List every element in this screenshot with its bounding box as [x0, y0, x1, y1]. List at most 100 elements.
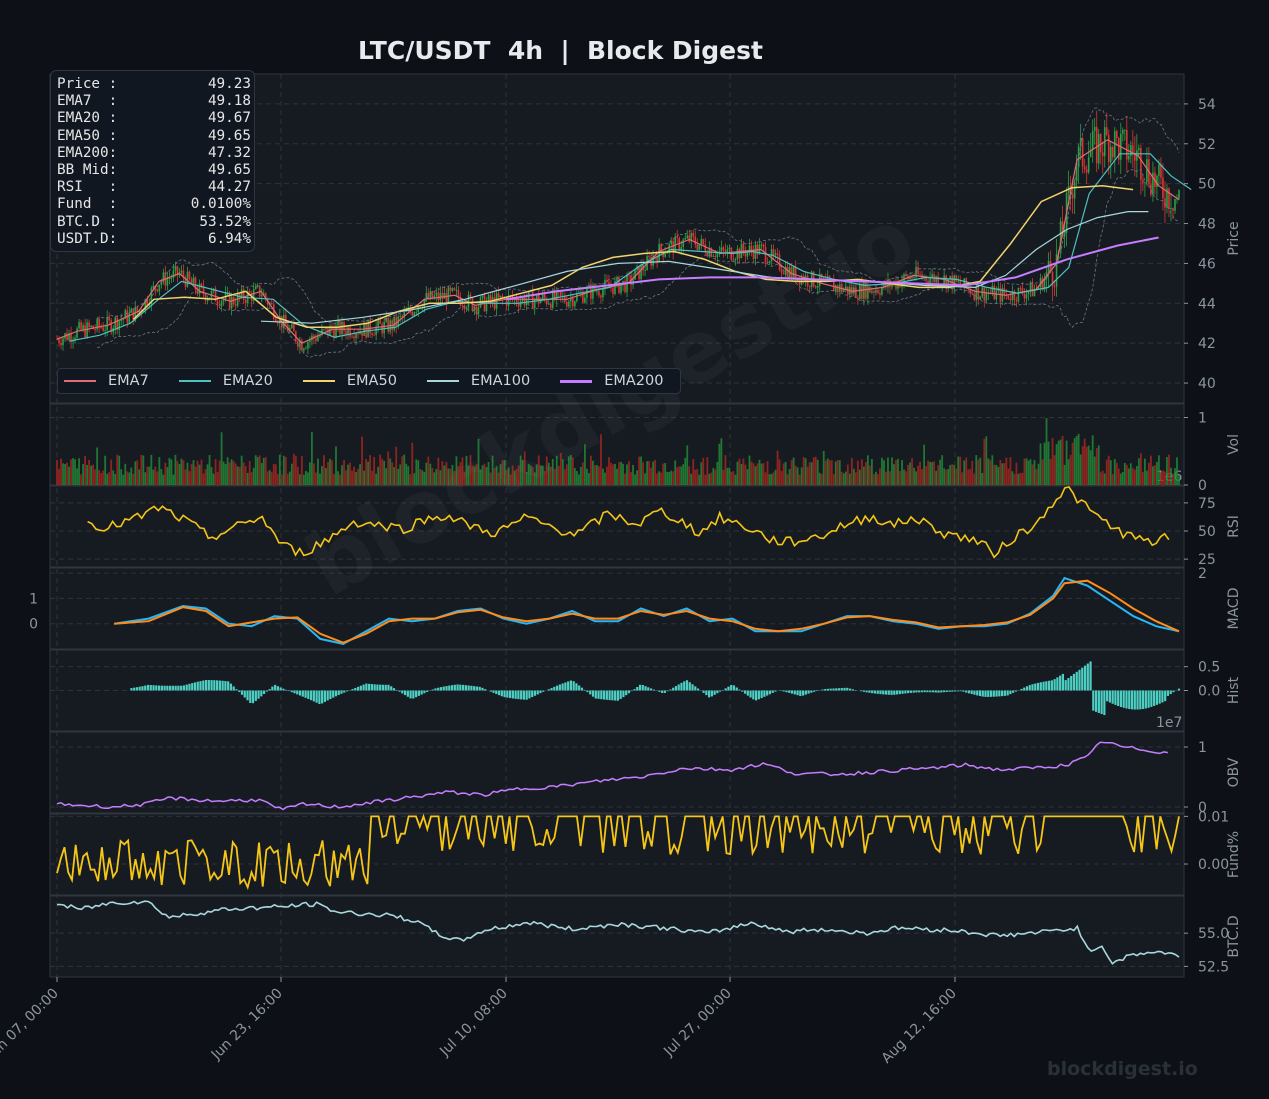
volume-bar — [1136, 466, 1138, 485]
hist-bar — [183, 685, 185, 690]
stat-value: 49.18 — [117, 93, 251, 110]
volume-bar — [205, 469, 207, 485]
volume-bar — [1068, 459, 1070, 485]
hist-bar — [531, 691, 533, 698]
hist-bar — [705, 691, 707, 696]
volume-bar — [686, 445, 688, 485]
candle-body — [703, 239, 705, 244]
volume-bar — [289, 472, 291, 485]
volume-bar — [939, 460, 941, 485]
volume-bar — [154, 467, 156, 485]
volume-bar — [345, 470, 347, 485]
volume-bar — [989, 460, 991, 485]
hist-bar — [136, 687, 138, 690]
stat-label: Price : — [57, 76, 117, 93]
legend-item-ema100[interactable]: EMA100 — [427, 373, 530, 389]
hist-bar — [935, 691, 937, 693]
volume-bar — [315, 472, 317, 485]
volume-bar — [195, 466, 197, 485]
volume-bar — [253, 468, 255, 485]
legend-label: EMA200 — [604, 373, 663, 389]
candle-body — [628, 275, 630, 276]
volume-bar — [355, 472, 357, 485]
volume-bar — [855, 472, 857, 485]
legend-item-ema20[interactable]: EMA20 — [179, 373, 273, 389]
hist-bar — [492, 691, 494, 693]
legend-swatch — [427, 380, 459, 382]
stat-value: 47.32 — [117, 145, 251, 162]
volume-bar — [722, 470, 724, 485]
volume-bar — [219, 461, 221, 485]
hist-bar — [459, 685, 461, 691]
volume-bar — [1040, 443, 1042, 485]
volume-bar — [269, 470, 271, 485]
volume-bar — [333, 474, 335, 485]
volume-bar — [1058, 441, 1060, 485]
volume-bar — [1007, 469, 1009, 485]
hist-bar — [343, 691, 345, 693]
volume-bar — [347, 465, 349, 485]
volume-bar — [700, 462, 702, 485]
hist-bar — [636, 687, 638, 690]
hist-bar — [570, 681, 572, 691]
hist-bar — [984, 691, 986, 697]
hist-bar — [1081, 668, 1083, 691]
volume-bar — [1009, 457, 1011, 485]
hist-bar — [382, 685, 384, 691]
hist-bar — [1112, 691, 1114, 704]
hist-bar — [169, 686, 171, 691]
hist-bar — [877, 691, 879, 694]
volume-bar — [678, 466, 680, 485]
volume-bar — [763, 463, 765, 485]
volume-bar — [249, 461, 251, 485]
legend-label: EMA20 — [223, 373, 273, 389]
stat-value: 49.23 — [117, 76, 251, 93]
hist-bar — [335, 691, 337, 697]
hist-bar — [210, 680, 212, 690]
hist-bar — [1007, 691, 1009, 696]
volume-bar — [747, 469, 749, 485]
hist-bar — [802, 691, 804, 696]
hist-bar — [216, 680, 218, 690]
hist-bar — [1123, 691, 1125, 708]
volume-bar — [720, 438, 722, 485]
volume-bar — [1064, 465, 1066, 485]
volume-bar — [187, 463, 189, 485]
candle-body — [118, 321, 120, 330]
volume-bar — [588, 473, 590, 485]
y-tick-label: 44 — [1198, 296, 1216, 312]
candle-body — [1174, 199, 1176, 211]
y-tick-label: 46 — [1198, 256, 1216, 272]
hist-bar — [694, 686, 696, 690]
volume-bar — [761, 464, 763, 485]
legend-item-ema50[interactable]: EMA50 — [303, 373, 397, 389]
hist-bar — [194, 682, 196, 690]
candle-body — [249, 291, 251, 293]
volume-bar — [58, 469, 60, 485]
volume-bar — [1016, 463, 1018, 485]
hist-bar — [736, 687, 738, 690]
hist-bar — [1042, 682, 1044, 691]
candle-body — [323, 329, 325, 330]
volume-bar — [136, 460, 138, 485]
volume-bar — [60, 459, 62, 485]
hist-bar — [1070, 676, 1072, 691]
hist-bar — [296, 691, 298, 695]
hist-bar — [915, 691, 917, 693]
volume-bar — [861, 459, 863, 485]
hist-bar — [603, 691, 605, 700]
volume-bar — [927, 461, 929, 485]
hist-bar — [1156, 691, 1158, 705]
legend-item-ema7[interactable]: EMA7 — [64, 373, 149, 389]
volume-bar — [353, 467, 355, 485]
hist-bar — [1051, 680, 1053, 690]
hist-bar — [163, 686, 165, 691]
volume-bar — [1164, 472, 1166, 485]
hist-bar — [1114, 691, 1116, 705]
hist-bar — [924, 691, 926, 693]
hist-bar — [371, 684, 373, 690]
volume-bar — [652, 462, 654, 485]
hist-bar — [462, 685, 464, 691]
legend-item-ema200[interactable]: EMA200 — [560, 373, 663, 389]
hist-bar — [473, 686, 475, 690]
